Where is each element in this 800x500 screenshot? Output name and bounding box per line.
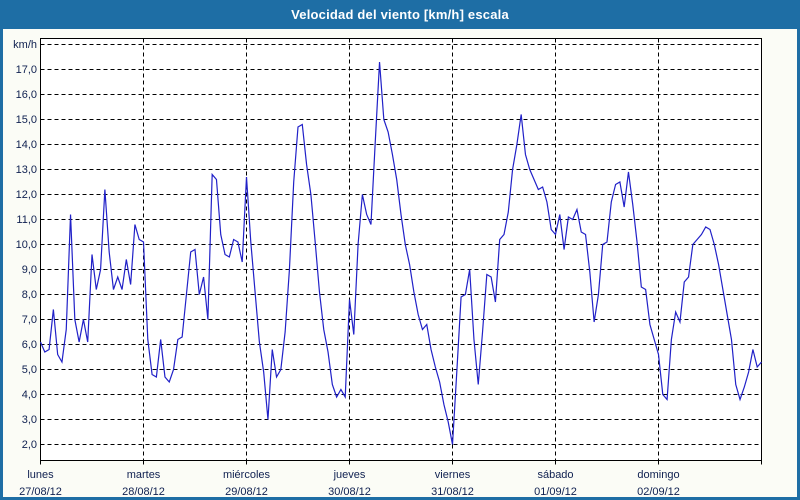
x-axis-day-label: jueves 30/08/12 (308, 467, 392, 500)
y-axis-tick-label: 13,0 (15, 163, 37, 176)
wind-speed-line-chart (39, 38, 762, 465)
day-date: 27/08/12 (19, 485, 62, 498)
y-axis-tick-label: 4,0 (21, 388, 37, 401)
y-axis-tick-label: 14,0 (15, 138, 37, 151)
y-axis-tick-label: 8,0 (21, 288, 37, 301)
day-name: domingo (637, 468, 680, 481)
day-date: 29/08/12 (225, 485, 268, 498)
x-axis-day-label: martes 28/08/12 (102, 467, 186, 500)
window-title: Velocidad del viento [km/h] escala (291, 7, 509, 22)
x-axis-day-label: domingo 02/09/12 (617, 467, 701, 500)
x-axis-day-label: sábado 01/09/12 (514, 467, 598, 500)
day-date: 31/08/12 (431, 485, 474, 498)
x-axis-day-label: miércoles 29/08/12 (205, 467, 289, 500)
y-axis-tick-label: 15,0 (15, 113, 37, 126)
plot-frame (40, 38, 762, 461)
x-axis-day-label: lunes 27/08/12 (0, 467, 83, 500)
y-axis-tick-label: 6,0 (21, 338, 37, 351)
y-axis-tick-label: 11,0 (16, 213, 37, 226)
y-axis-tick-label: 9,0 (21, 263, 37, 276)
y-axis-tick-label: 3,0 (21, 413, 37, 426)
day-date: 28/08/12 (122, 485, 165, 498)
y-axis-tick-label: 12,0 (15, 188, 37, 201)
y-axis-tick-label: 7,0 (21, 313, 37, 326)
y-axis-unit-label: km/h (13, 38, 37, 51)
day-name: viernes (434, 468, 471, 481)
day-date: 01/09/12 (534, 485, 577, 498)
y-axis-tick-label: 5,0 (21, 363, 37, 376)
y-axis-tick-label: 10,0 (15, 238, 37, 251)
title-bar: Velocidad del viento [km/h] escala (0, 0, 800, 29)
chart-content-area: km/h 17,0 16,0 15,0 14,0 13,0 12,0 11,0 10,0 9,0 8… (0, 29, 797, 500)
day-name: lunes (27, 468, 54, 481)
day-name: sábado (537, 468, 574, 481)
day-date: 02/09/12 (637, 485, 680, 498)
day-name: martes (126, 468, 161, 481)
day-name: miércoles (222, 468, 271, 481)
day-date: 30/08/12 (328, 485, 371, 498)
plot-background (40, 38, 762, 461)
day-name: jueves (333, 468, 366, 481)
y-axis-tick-label: 16,0 (15, 88, 37, 101)
y-axis-tick-label: 2,0 (21, 438, 37, 451)
x-axis-day-label: viernes 31/08/12 (411, 467, 495, 500)
wind-speed-series-line (39, 61, 762, 445)
y-axis-tick-label: 17,0 (15, 63, 37, 76)
